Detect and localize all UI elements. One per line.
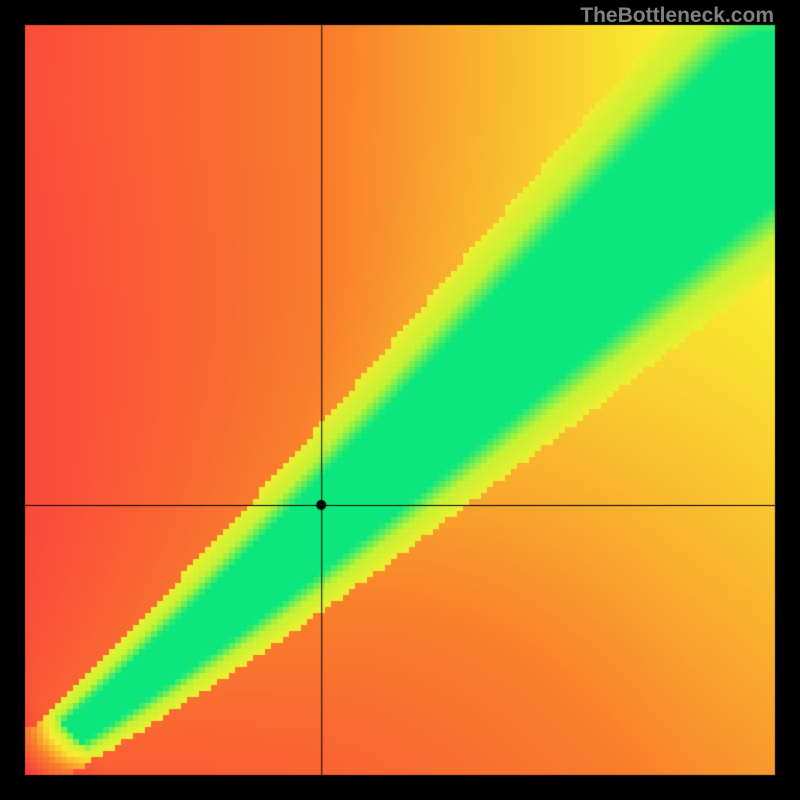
watermark-text: TheBottleneck.com [580, 4, 774, 28]
heatmap-canvas [0, 0, 800, 800]
chart-container: TheBottleneck.com [0, 0, 800, 800]
